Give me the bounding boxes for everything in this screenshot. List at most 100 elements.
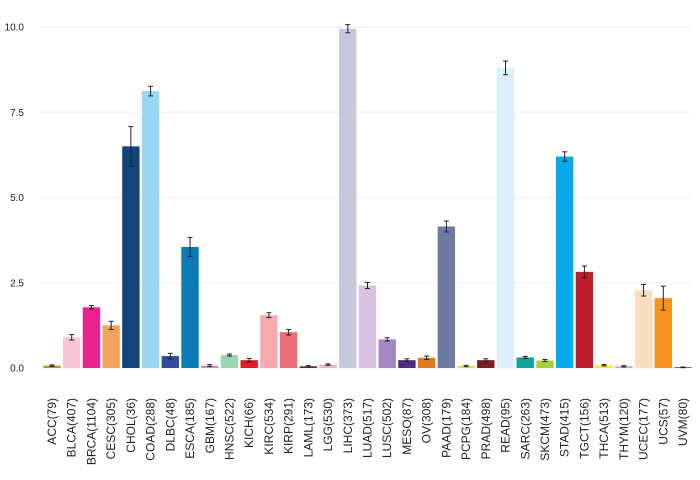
bar — [417, 357, 436, 368]
bar — [279, 332, 298, 368]
x-tick-label: LGG(530) — [321, 398, 335, 451]
x-tick-label: TGCT(156) — [577, 398, 591, 459]
x-tick-label: ESCA(185) — [183, 398, 197, 459]
x-tick-label: HNSC(522) — [222, 398, 236, 460]
error-bar — [88, 305, 94, 310]
x-tick-label: KIRC(534) — [262, 398, 276, 455]
error-bar — [463, 364, 469, 368]
bar — [437, 226, 456, 368]
bar — [102, 325, 120, 368]
error-bar — [365, 281, 370, 290]
y-tick-label: 0.0 — [10, 364, 24, 375]
bar — [240, 360, 258, 368]
error-bar — [581, 265, 587, 279]
error-bar — [404, 358, 410, 363]
x-tick-label: BLCA(407) — [65, 398, 79, 457]
bar — [339, 28, 357, 369]
x-tick-label: PCPG(184) — [459, 398, 473, 460]
x-tick-label: PAAD(179) — [439, 398, 453, 458]
error-bar — [187, 236, 193, 257]
error-bar — [167, 352, 173, 360]
error-bar — [69, 334, 75, 341]
error-bar — [601, 364, 607, 367]
y-tick-label: 5.0 — [10, 193, 24, 204]
bar — [122, 146, 140, 368]
x-tick-label: LIHC(373) — [341, 398, 355, 453]
x-tick-label: DLBC(48) — [163, 398, 177, 451]
error-bar — [286, 328, 292, 336]
y-tick-label: 10.0 — [5, 23, 25, 34]
error-bar — [483, 358, 489, 363]
x-tick-label: THCA(513) — [597, 398, 611, 459]
error-bar — [345, 24, 351, 34]
error-bar — [522, 355, 528, 359]
bar — [516, 357, 534, 368]
error-bar — [503, 60, 509, 76]
error-bar — [148, 85, 154, 97]
x-tick-label: SARC(263) — [518, 398, 532, 459]
x-tick-label: STAD(415) — [558, 398, 572, 457]
y-axis-ticks: 0.0 2.5 5.0 7.5 10.0 — [5, 23, 25, 375]
bar — [654, 298, 672, 368]
bar — [319, 364, 337, 368]
error-bar — [207, 364, 213, 368]
y-tick-label: 2.5 — [10, 278, 24, 289]
error-bar — [562, 151, 568, 162]
error-bar — [325, 363, 331, 366]
bar — [161, 356, 179, 368]
error-bar — [128, 126, 134, 167]
bars — [43, 28, 692, 369]
error-bar — [621, 365, 627, 368]
bar — [575, 271, 594, 368]
bar — [536, 360, 554, 368]
error-bar — [108, 320, 114, 330]
bar — [82, 307, 101, 368]
x-tick-label: LUAD(517) — [361, 398, 375, 458]
error-bar — [443, 220, 449, 233]
bar — [181, 246, 199, 368]
error-bar — [49, 364, 55, 367]
x-tick-label: COAD(288) — [144, 398, 158, 461]
error-bar — [424, 355, 430, 360]
x-tick-label: MESO(87) — [400, 398, 414, 455]
bar — [398, 360, 416, 368]
error-bar — [226, 353, 232, 357]
x-tick-label: ACC(79) — [45, 398, 59, 445]
bar — [63, 337, 81, 368]
bar — [260, 315, 278, 368]
y-tick-label: 7.5 — [10, 108, 24, 119]
x-tick-label: GBM(167) — [203, 398, 217, 453]
x-tick-label: LUSC(502) — [380, 398, 394, 458]
bar — [378, 339, 396, 368]
error-bar — [542, 358, 548, 363]
error-bar — [660, 285, 666, 311]
bar — [43, 365, 61, 368]
error-bar — [305, 365, 311, 368]
bar — [595, 365, 613, 368]
error-bar — [641, 283, 647, 297]
x-tick-label: THYM(120) — [617, 398, 631, 460]
x-tick-label: UVM(80) — [676, 398, 690, 446]
bar — [358, 285, 377, 368]
x-axis-labels: ACC(79) BLCA(407) BRCA(1104) CESC(305) CHOL(… — [45, 398, 690, 465]
bar — [141, 91, 160, 368]
bar — [556, 156, 574, 368]
bar — [496, 67, 515, 369]
x-tick-label: UCS(57) — [656, 398, 670, 445]
error-bar — [680, 366, 686, 369]
error-bars — [49, 24, 686, 369]
x-tick-label: CESC(305) — [104, 398, 118, 459]
x-tick-label: LAML(173) — [301, 398, 315, 457]
x-tick-label: PRAD(498) — [479, 398, 493, 459]
x-tick-label: SKCM(473) — [538, 398, 552, 461]
error-bar — [266, 312, 272, 319]
bar — [220, 355, 239, 368]
error-bar — [384, 337, 390, 342]
x-tick-label: UCEC(177) — [637, 398, 651, 460]
x-tick-label: KICH(66) — [242, 398, 256, 448]
x-tick-label: BRCA(1104) — [84, 398, 98, 465]
x-tick-label: CHOL(36) — [124, 398, 138, 453]
x-tick-label: OV(308) — [420, 398, 434, 443]
